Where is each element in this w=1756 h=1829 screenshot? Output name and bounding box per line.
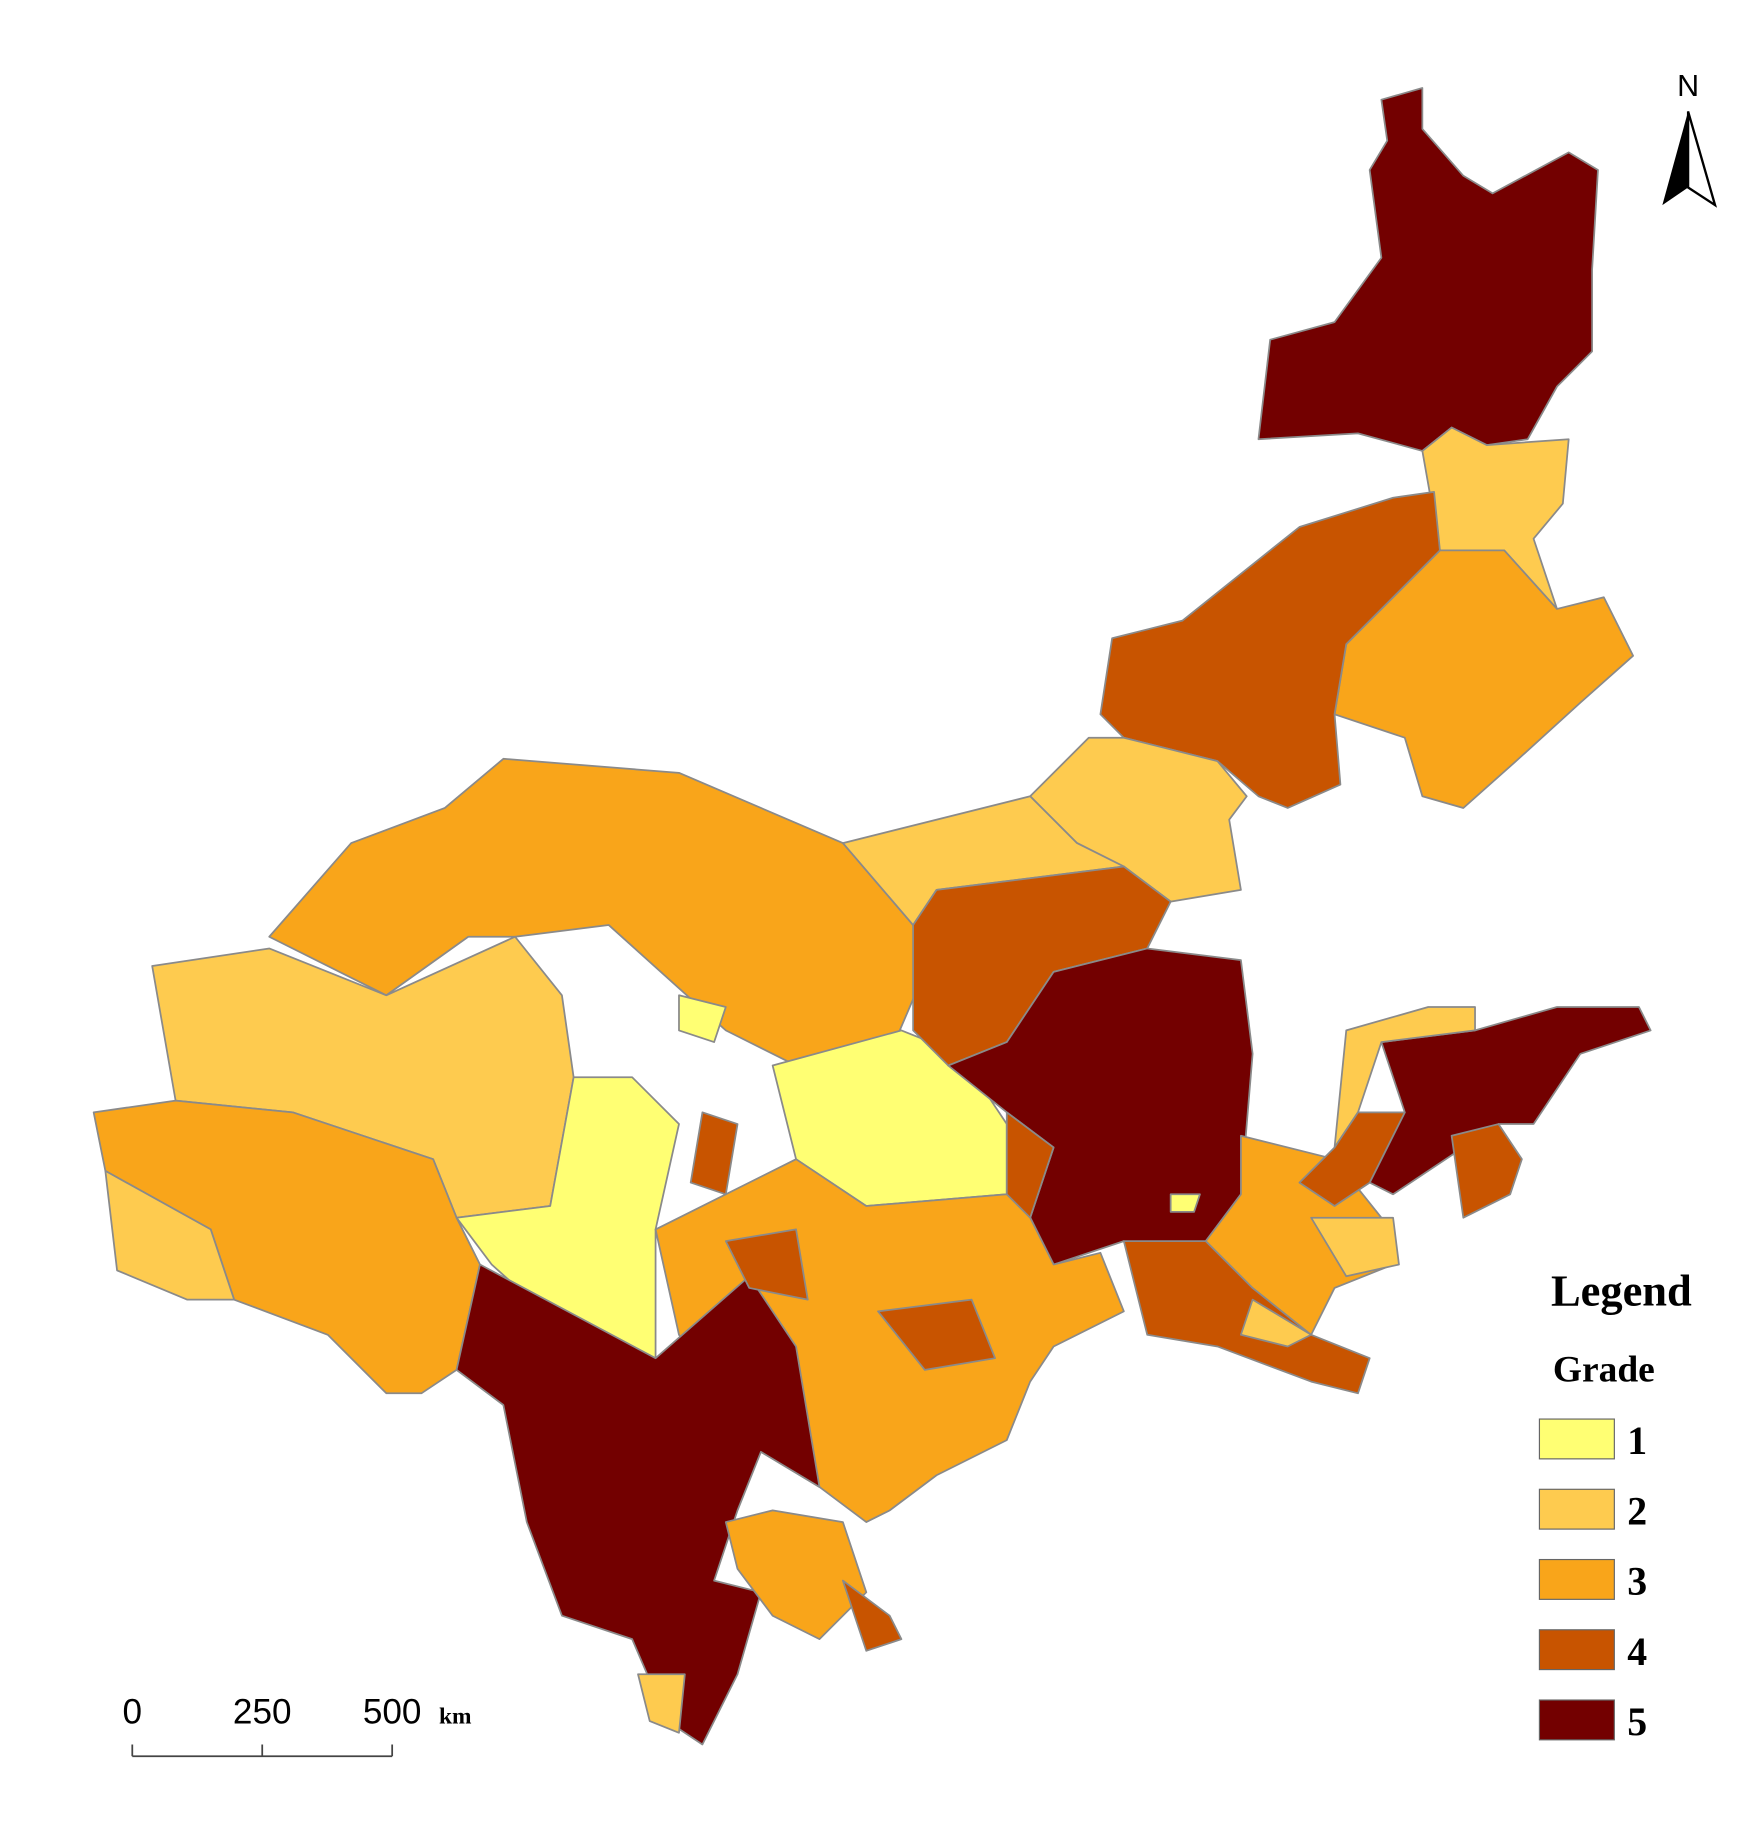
region xyxy=(1257,87,1599,452)
legend-swatch xyxy=(1538,1629,1615,1671)
legend-label: 2 xyxy=(1627,1489,1647,1533)
region xyxy=(268,757,926,1079)
legend-swatch xyxy=(1538,1699,1615,1741)
legend-label: 3 xyxy=(1627,1560,1647,1604)
legend-label: 4 xyxy=(1627,1630,1647,1674)
region xyxy=(842,1579,903,1652)
legend-subtitle: Grade xyxy=(1553,1350,1655,1391)
legend-label: 1 xyxy=(1627,1419,1647,1463)
region xyxy=(689,1111,739,1196)
legend-swatch xyxy=(1538,1418,1615,1460)
legend-swatch xyxy=(1538,1488,1615,1530)
north-label: N xyxy=(1677,69,1699,103)
legend-swatch xyxy=(1538,1558,1615,1600)
regions xyxy=(92,87,1652,1746)
region xyxy=(724,1509,868,1641)
region xyxy=(1450,1123,1523,1219)
north-arrow: N xyxy=(1662,69,1718,208)
scale-label: 500 xyxy=(363,1692,422,1731)
region xyxy=(455,1263,821,1746)
scale-unit: km xyxy=(439,1703,472,1729)
scale-label: 250 xyxy=(233,1692,292,1731)
north-arrow-left xyxy=(1662,111,1689,206)
region xyxy=(1240,1298,1313,1348)
north-arrow-right xyxy=(1686,111,1718,208)
scale-label: 0 xyxy=(123,1692,143,1731)
region xyxy=(724,1228,809,1301)
region xyxy=(1298,1111,1406,1207)
region xyxy=(877,1298,996,1371)
region xyxy=(104,1169,236,1301)
legend: Legend Grade 1 2 3 4 5 xyxy=(1538,1266,1692,1744)
legend-title: Legend xyxy=(1551,1266,1692,1316)
region xyxy=(678,994,727,1043)
legend-label: 5 xyxy=(1627,1700,1647,1744)
scale-bar: 0 250 500 km xyxy=(123,1692,472,1758)
region xyxy=(637,1673,686,1734)
region xyxy=(1310,1216,1400,1278)
region xyxy=(1169,1193,1201,1213)
